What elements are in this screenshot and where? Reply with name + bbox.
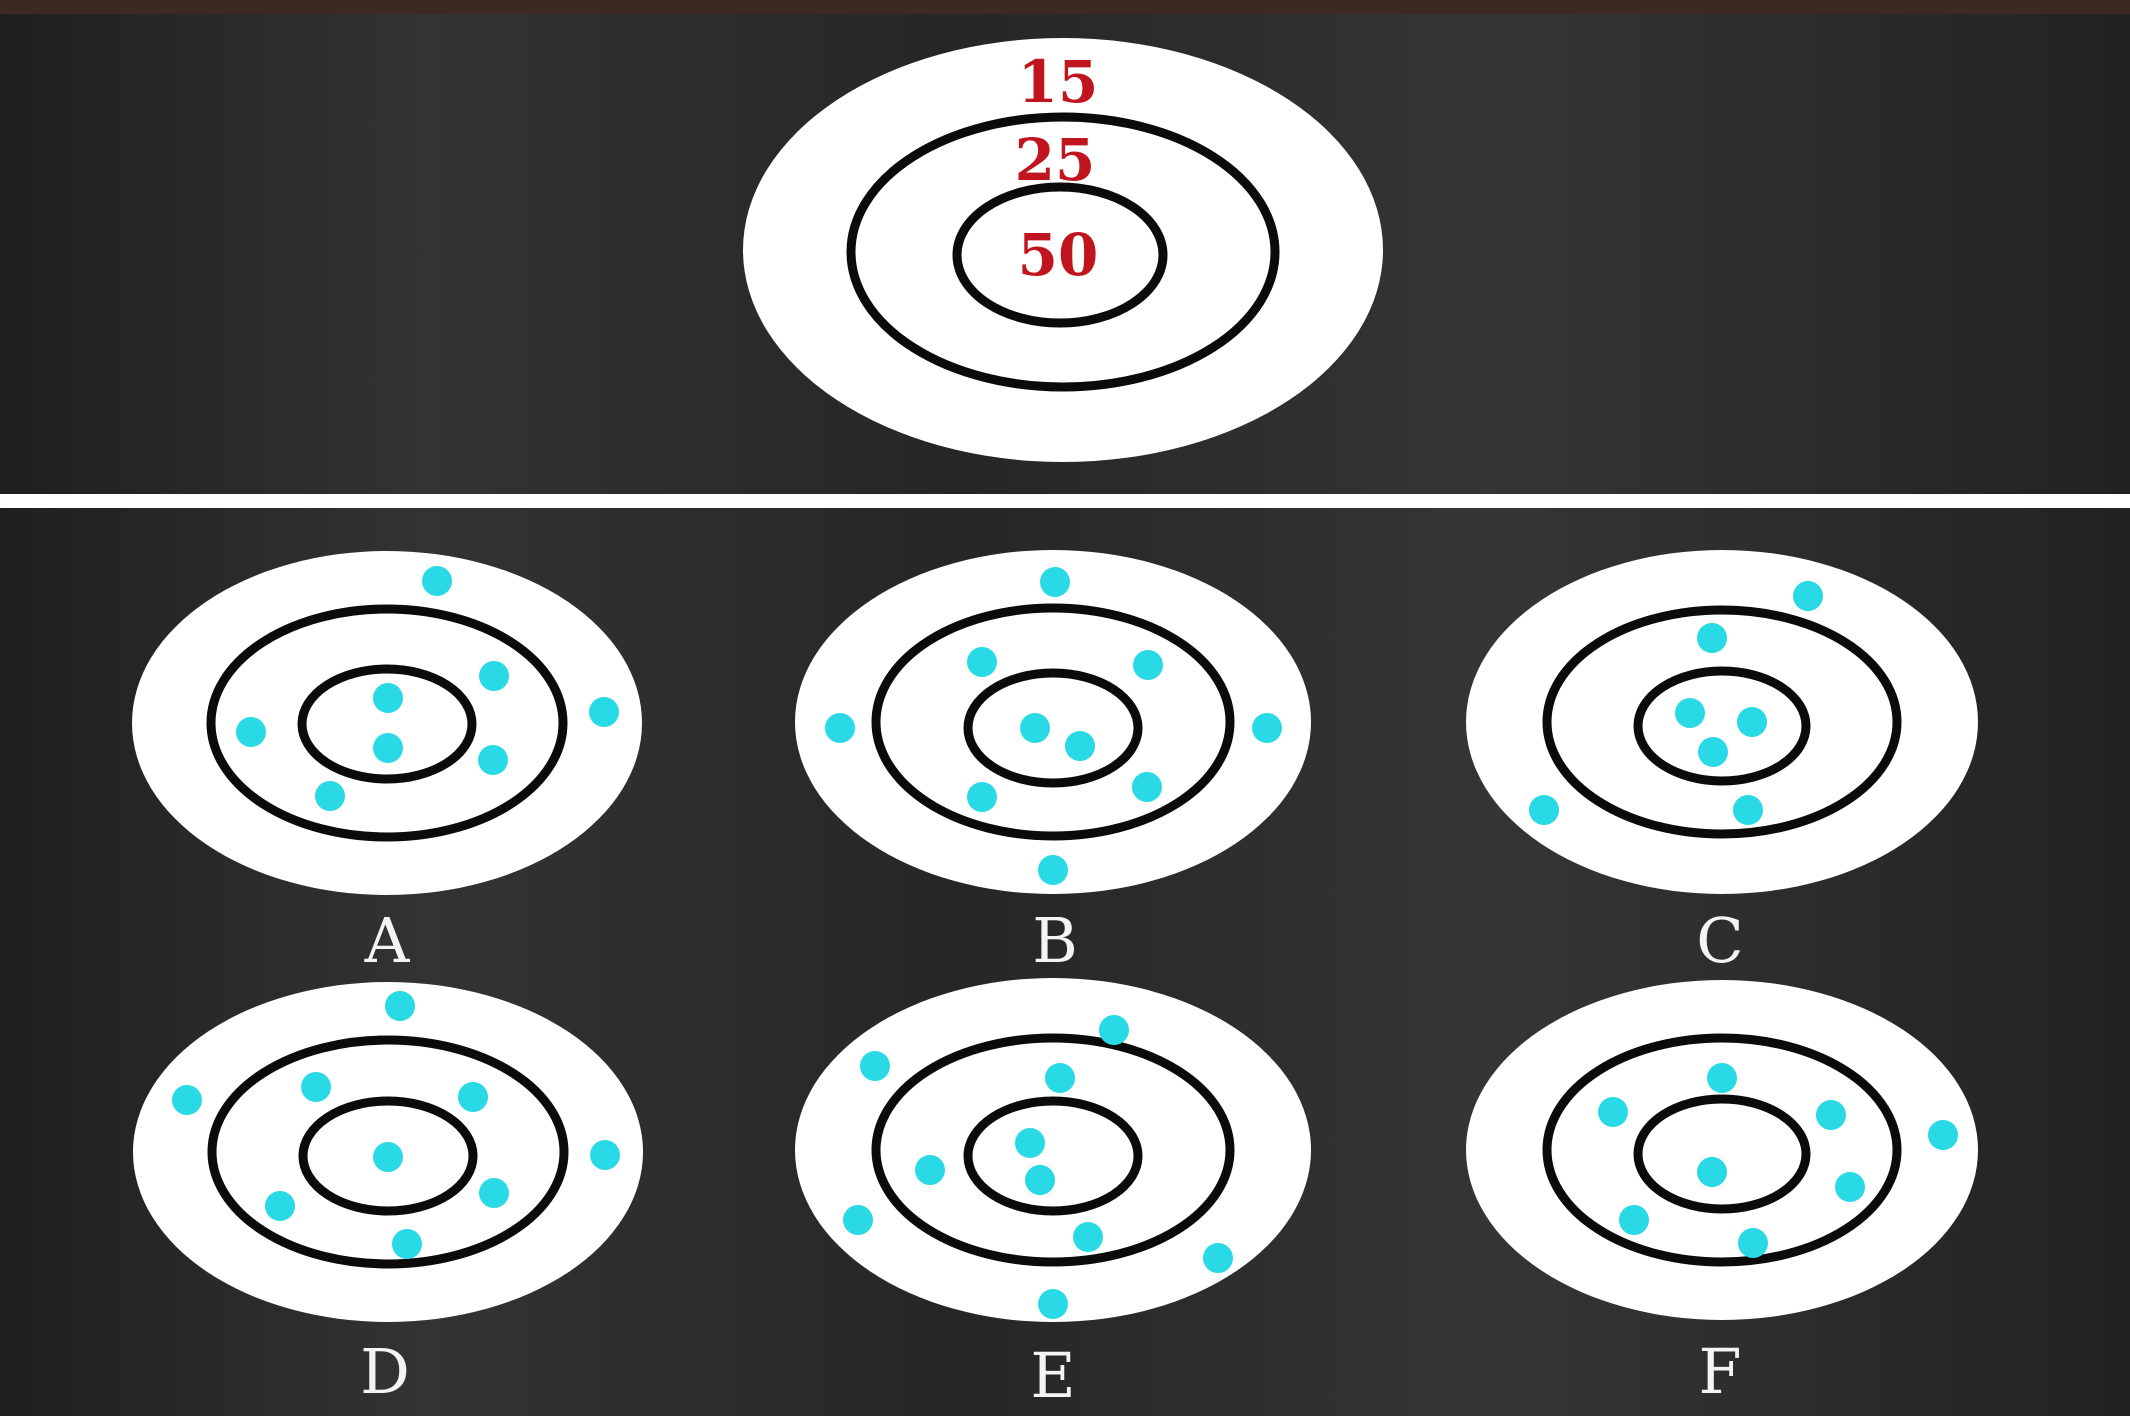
- target-c-hit-6: [1529, 795, 1559, 825]
- target-e: E: [795, 978, 1311, 1412]
- target-f-hit-6: [1835, 1172, 1865, 1202]
- target-a-hit-3: [589, 697, 619, 727]
- reference-middle-ring: [846, 112, 1280, 392]
- target-d-inner-ring: [298, 1096, 478, 1216]
- top-edge-bar: [0, 0, 2130, 14]
- target-c-inner-ring: [1633, 666, 1811, 786]
- target-f-hit-3: [1816, 1100, 1846, 1130]
- target-b-hit-7: [1065, 731, 1095, 761]
- target-a-hit-6: [373, 733, 403, 763]
- target-e-hit-3: [1045, 1063, 1075, 1093]
- target-f-hit-4: [1928, 1120, 1958, 1150]
- score-label-middle: 25: [1015, 126, 1096, 194]
- target-b-hit-6: [1020, 713, 1050, 743]
- target-d-hit-1: [385, 991, 415, 1021]
- target-e-hit-1: [860, 1051, 890, 1081]
- target-d-hit-7: [479, 1178, 509, 1208]
- target-d-hit-3: [301, 1072, 331, 1102]
- reference-inner-ring: [952, 182, 1168, 328]
- target-e-inner-ring: [963, 1096, 1143, 1216]
- target-b-hit-4: [825, 713, 855, 743]
- target-e-hit-10: [1038, 1289, 1068, 1319]
- target-e-hit-8: [1073, 1222, 1103, 1252]
- target-f-hit-8: [1738, 1228, 1768, 1258]
- target-c-hit-4: [1737, 707, 1767, 737]
- target-f-middle-ring: [1542, 1033, 1902, 1267]
- target-e-hit-9: [1203, 1243, 1233, 1273]
- score-label-center: 50: [1018, 221, 1099, 289]
- target-a-hit-1: [422, 566, 452, 596]
- target-a-inner-ring: [297, 664, 477, 784]
- target-f: F: [1466, 980, 1978, 1408]
- target-c-label: C: [1696, 904, 1743, 977]
- target-c-hit-1: [1793, 581, 1823, 611]
- target-f-inner-ring: [1633, 1094, 1811, 1214]
- reference-outer-ring: [743, 38, 1383, 462]
- target-f-hit-1: [1707, 1063, 1737, 1093]
- target-a-hit-8: [315, 781, 345, 811]
- target-f-label: F: [1698, 1335, 1741, 1408]
- target-d-middle-ring: [207, 1035, 569, 1269]
- target-b-hit-3: [1133, 650, 1163, 680]
- target-a-label: A: [364, 904, 411, 977]
- target-c: C: [1466, 550, 1978, 977]
- target-f-hit-5: [1697, 1157, 1727, 1187]
- target-d-hit-9: [392, 1229, 422, 1259]
- target-a-middle-ring: [206, 604, 568, 842]
- target-d-hit-8: [265, 1191, 295, 1221]
- target-e-hit-4: [1015, 1128, 1045, 1158]
- target-d-hit-2: [172, 1085, 202, 1115]
- target-e-hit-7: [843, 1205, 873, 1235]
- target-b: B: [795, 550, 1311, 977]
- target-a-hit-2: [479, 661, 509, 691]
- target-f-hit-7: [1619, 1205, 1649, 1235]
- target-c-middle-ring: [1542, 605, 1902, 839]
- target-a-hit-4: [373, 683, 403, 713]
- target-e-hit-5: [915, 1155, 945, 1185]
- target-f-hit-2: [1598, 1097, 1628, 1127]
- target-c-hit-3: [1675, 698, 1705, 728]
- target-d-label: D: [360, 1335, 410, 1408]
- target-c-outer-ring: [1466, 550, 1978, 894]
- target-f-outer-ring: [1466, 980, 1978, 1320]
- target-b-hit-10: [1038, 855, 1068, 885]
- target-b-hit-9: [1132, 772, 1162, 802]
- target-c-hit-2: [1697, 623, 1727, 653]
- target-a-hit-7: [478, 745, 508, 775]
- target-a: A: [132, 551, 642, 977]
- target-b-hit-8: [967, 782, 997, 812]
- target-d-hit-6: [590, 1140, 620, 1170]
- target-a-hit-5: [236, 717, 266, 747]
- section-divider: [0, 494, 2130, 508]
- target-d-hit-4: [458, 1082, 488, 1112]
- reference-target: 15 25 50: [743, 38, 1383, 462]
- target-b-hit-1: [1040, 567, 1070, 597]
- target-e-outer-ring: [795, 978, 1311, 1322]
- target-a-outer-ring: [132, 551, 642, 895]
- target-b-label: B: [1032, 904, 1078, 977]
- score-label-outer: 15: [1018, 48, 1099, 116]
- target-b-outer-ring: [795, 550, 1311, 894]
- target-b-inner-ring: [963, 668, 1143, 788]
- target-c-hit-7: [1733, 795, 1763, 825]
- target-e-hit-6: [1025, 1165, 1055, 1195]
- target-e-hit-2: [1099, 1015, 1129, 1045]
- target-e-label: E: [1030, 1339, 1075, 1412]
- target-b-middle-ring: [871, 603, 1235, 841]
- target-b-hit-2: [967, 647, 997, 677]
- target-d-hit-5: [373, 1142, 403, 1172]
- target-e-middle-ring: [871, 1033, 1235, 1267]
- target-d: D: [133, 982, 643, 1408]
- target-c-hit-5: [1698, 737, 1728, 767]
- target-b-hit-5: [1252, 713, 1282, 743]
